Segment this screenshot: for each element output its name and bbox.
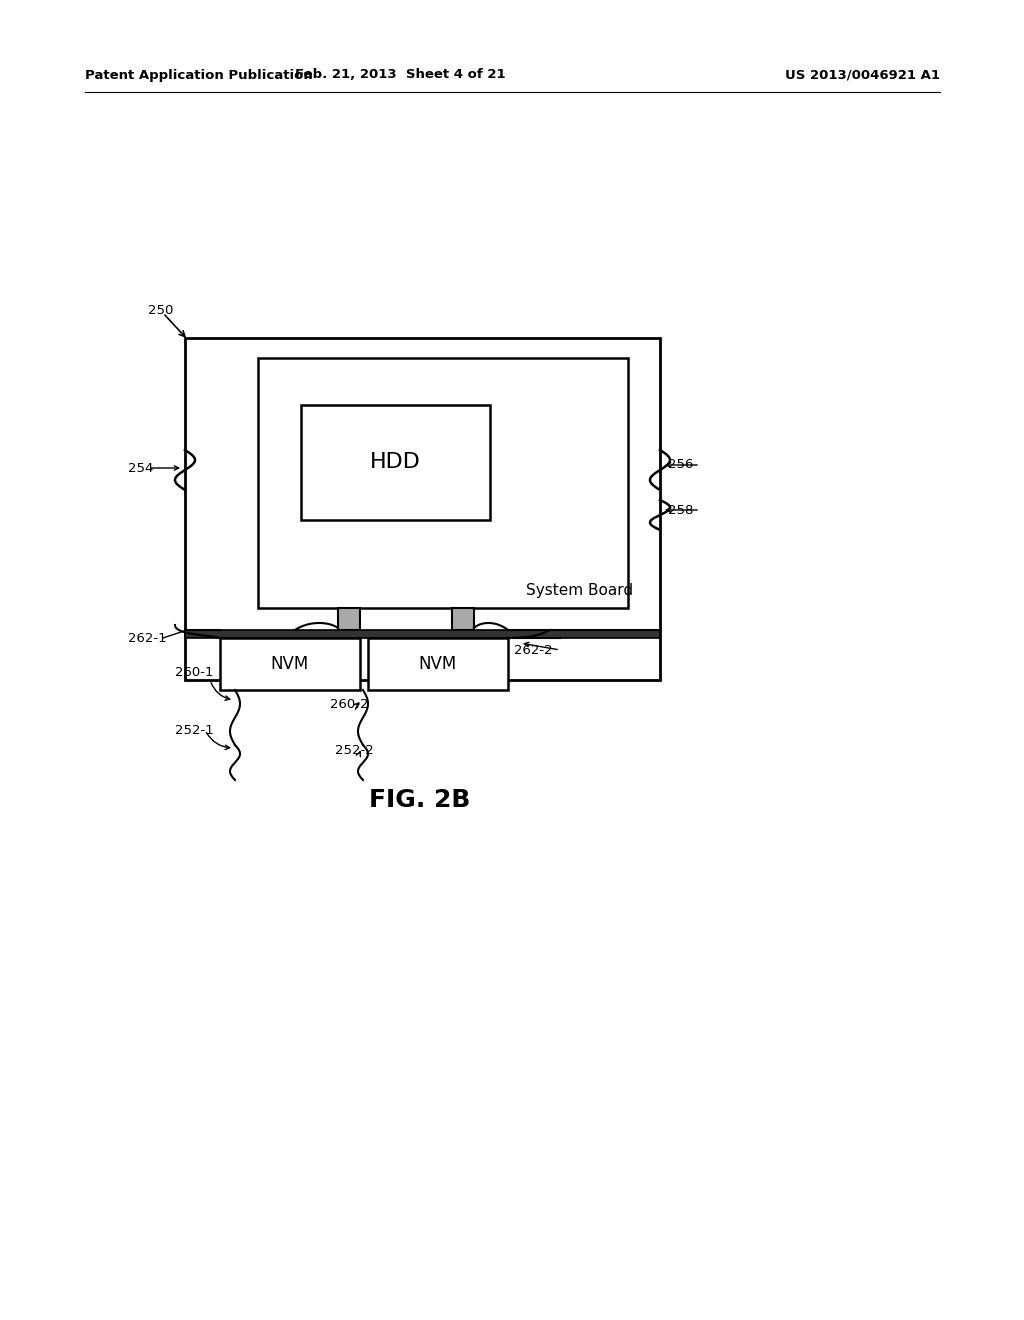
Text: 256: 256: [668, 458, 693, 471]
Text: 254: 254: [128, 462, 154, 474]
Text: NVM: NVM: [271, 655, 309, 673]
Text: 262-2: 262-2: [514, 644, 553, 656]
Bar: [258, 358, 628, 609]
Text: NVM: NVM: [419, 655, 457, 673]
Bar: [220, 638, 360, 690]
Text: FIG. 2B: FIG. 2B: [370, 788, 471, 812]
Bar: [452, 609, 474, 630]
Text: 260-1: 260-1: [175, 665, 213, 678]
Bar: [185, 338, 660, 680]
Bar: [185, 630, 660, 638]
Bar: [338, 609, 360, 630]
Text: 262-1: 262-1: [128, 631, 167, 644]
Text: 252-2: 252-2: [335, 743, 374, 756]
Bar: [368, 638, 508, 690]
Text: Patent Application Publication: Patent Application Publication: [85, 69, 312, 82]
Text: System Board: System Board: [526, 582, 634, 598]
Bar: [301, 405, 490, 520]
Text: US 2013/0046921 A1: US 2013/0046921 A1: [785, 69, 940, 82]
Text: 258: 258: [668, 503, 693, 516]
Text: Feb. 21, 2013  Sheet 4 of 21: Feb. 21, 2013 Sheet 4 of 21: [295, 69, 505, 82]
Text: 260-2: 260-2: [330, 698, 369, 711]
Text: 250: 250: [148, 304, 173, 317]
Text: HDD: HDD: [370, 451, 421, 473]
Text: 252-1: 252-1: [175, 723, 214, 737]
